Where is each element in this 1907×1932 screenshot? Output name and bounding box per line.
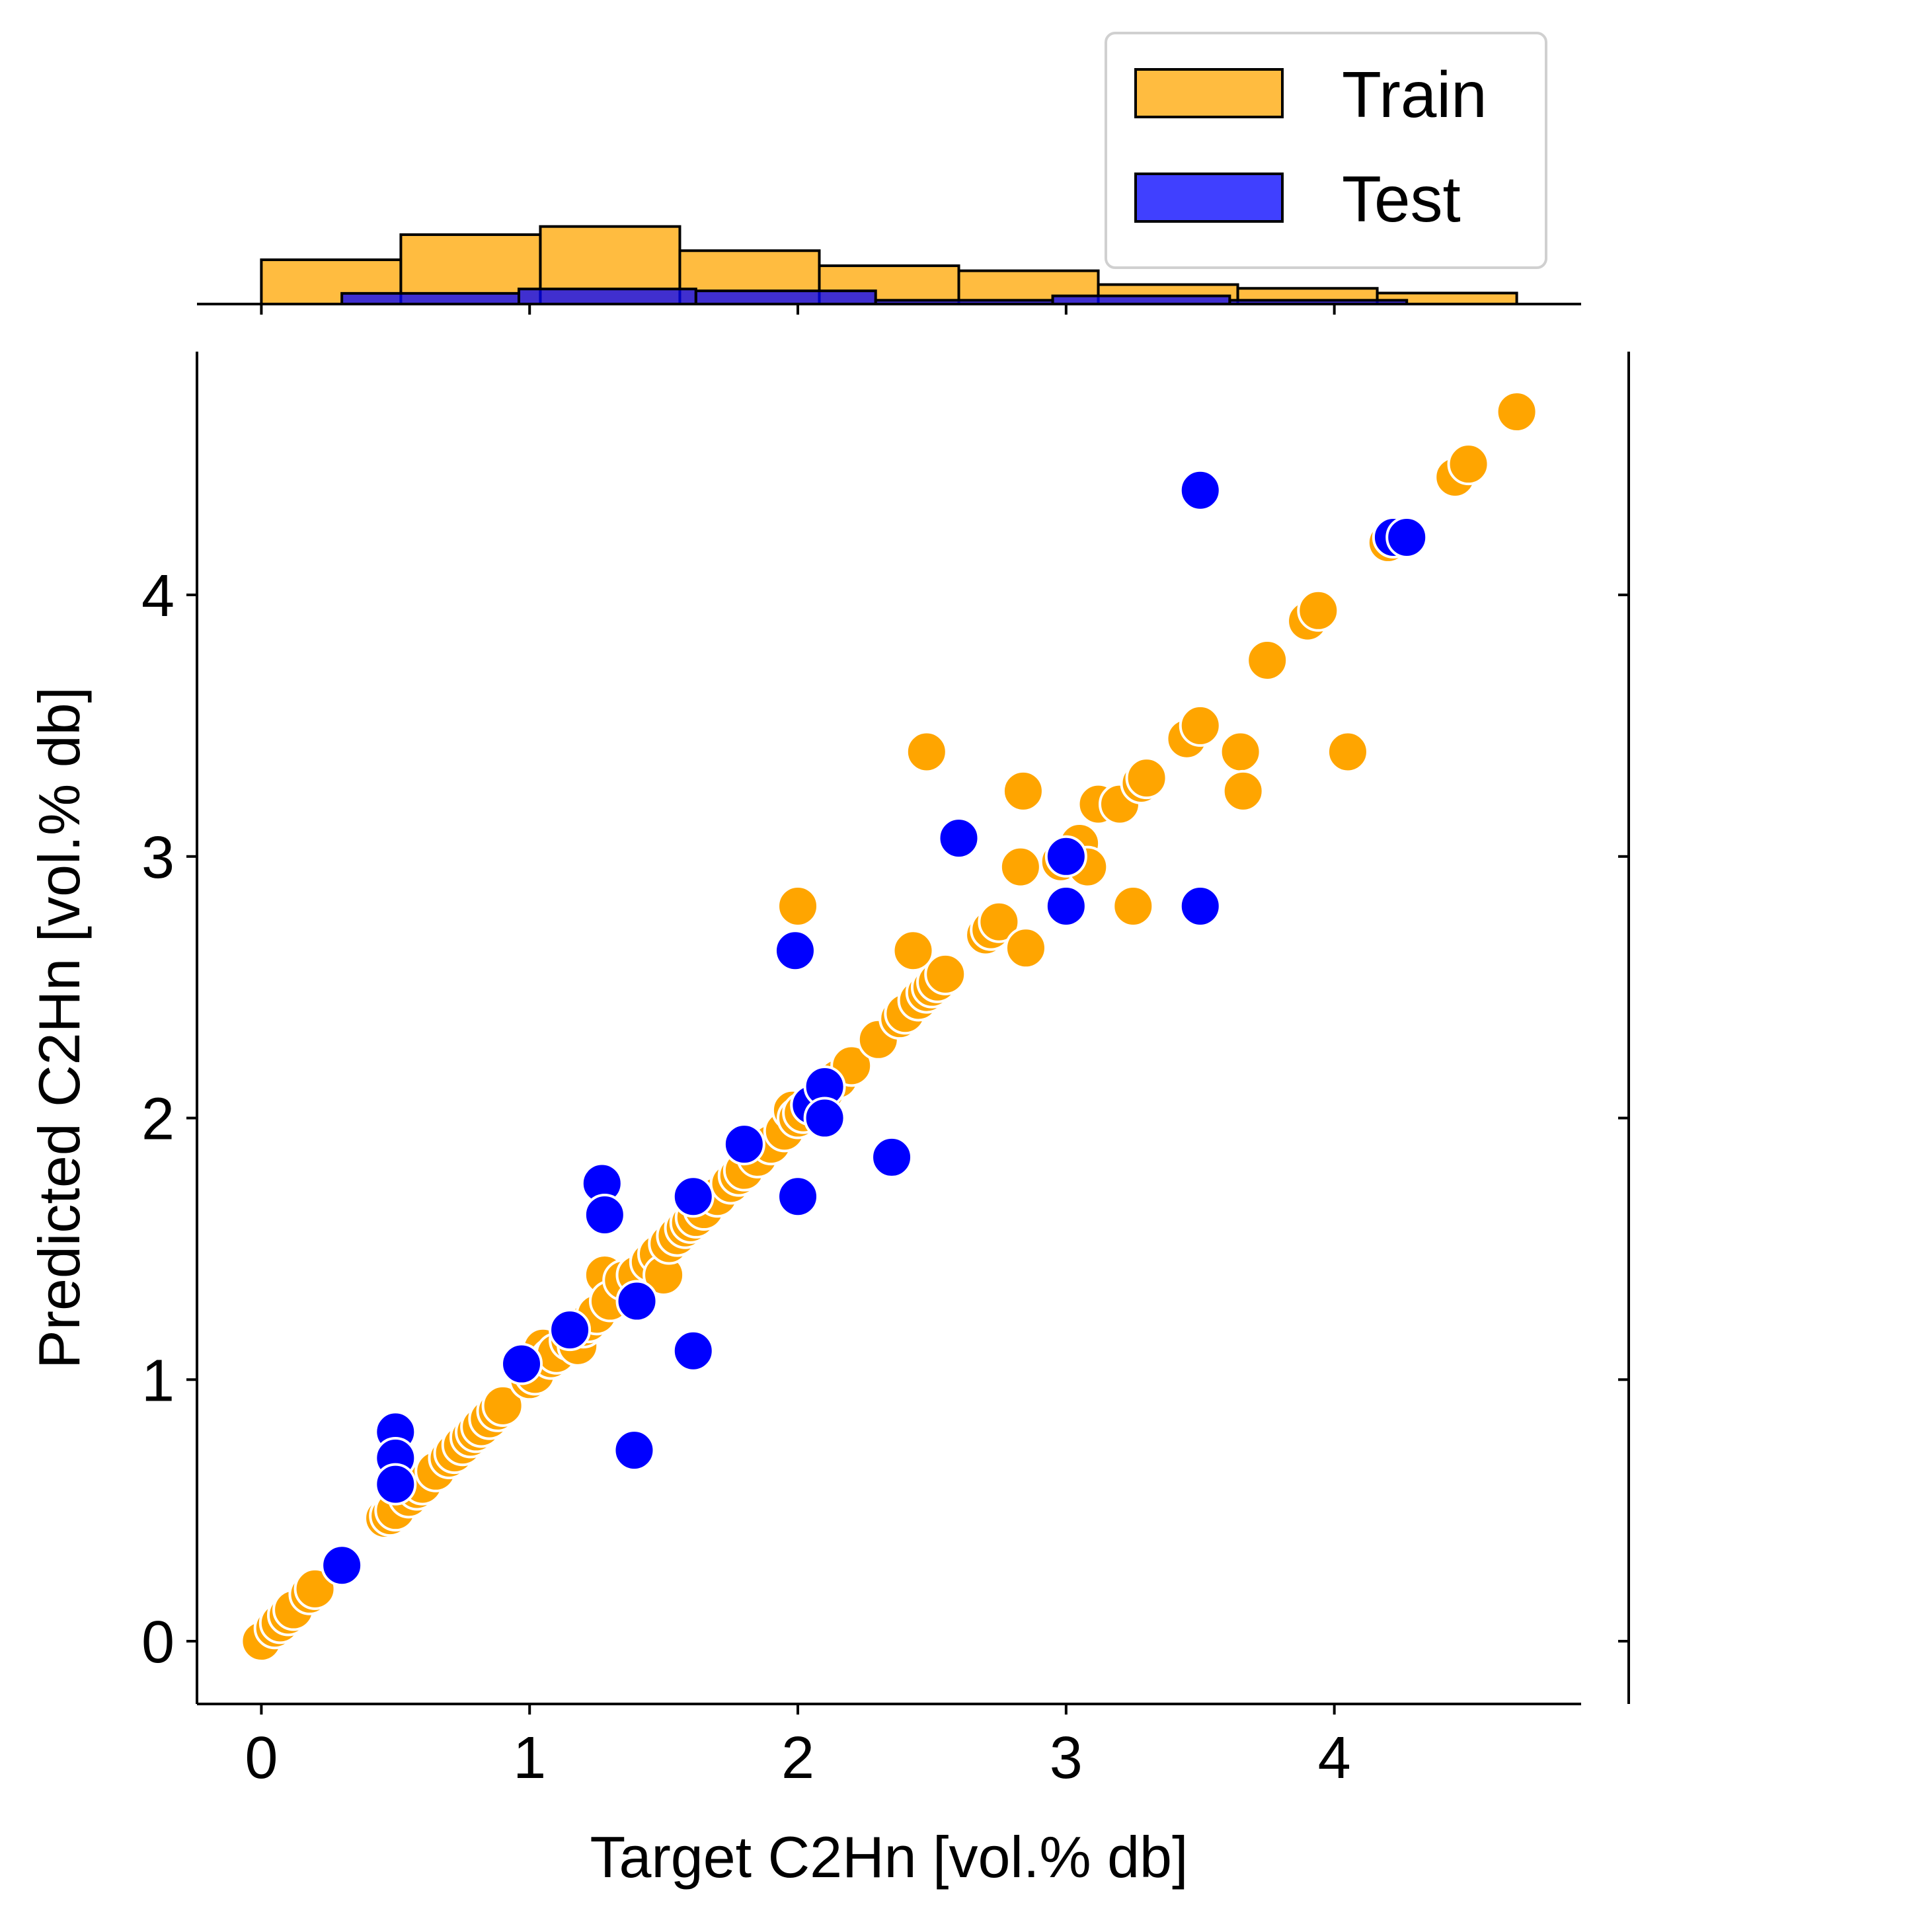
test-point — [1179, 884, 1222, 927]
test-point — [500, 1342, 543, 1385]
y-tick-label: 3 — [141, 825, 175, 891]
test-point — [615, 1280, 658, 1323]
test-point — [1179, 469, 1222, 512]
y-tick-label: 1 — [141, 1348, 175, 1414]
train-point — [293, 1567, 336, 1610]
test-point — [773, 929, 816, 972]
legend-swatch-train — [1134, 68, 1284, 118]
y-tick-label: 2 — [141, 1087, 175, 1153]
histogram-bar-test — [340, 291, 520, 306]
test-point — [583, 1193, 626, 1236]
train-point — [1004, 927, 1047, 970]
test-point — [549, 1309, 592, 1352]
test-point — [1385, 516, 1428, 559]
train-point — [1222, 769, 1265, 812]
train-point — [999, 845, 1042, 888]
train-point — [1326, 730, 1369, 773]
train-point — [1125, 757, 1168, 800]
test-point — [374, 1463, 417, 1506]
train-point — [924, 952, 967, 995]
train-point — [1112, 884, 1155, 927]
test-point — [1044, 884, 1087, 927]
train-point — [1001, 769, 1044, 812]
test-point — [1044, 835, 1087, 878]
train-point — [1179, 704, 1222, 747]
y-tick-label: 0 — [141, 1609, 175, 1676]
x-tick-label: 2 — [781, 1725, 814, 1791]
train-point — [481, 1384, 524, 1427]
train-point — [978, 900, 1021, 943]
x-tick-label: 3 — [1050, 1725, 1083, 1791]
train-point — [1447, 443, 1490, 486]
train-point — [1495, 391, 1538, 434]
legend-swatch-test — [1134, 173, 1284, 223]
x-axis-ticks: 0 1 2 3 4 — [245, 1704, 1351, 1791]
x-tick-label: 0 — [245, 1725, 278, 1791]
train-point — [1297, 589, 1340, 632]
train-point — [1219, 730, 1262, 773]
legend-label-train: Train — [1342, 58, 1487, 131]
test-point — [613, 1429, 656, 1472]
test-point — [777, 1175, 820, 1218]
y-axis-ticks: 0 1 2 3 4 — [141, 563, 197, 1676]
y-tick-label: 4 — [141, 563, 175, 629]
y-axis-title: Predicted C2Hn [vol.% db] — [26, 687, 92, 1369]
test-point — [722, 1123, 765, 1166]
test-point — [321, 1544, 364, 1587]
train-point — [1246, 638, 1289, 681]
train-point — [892, 929, 935, 972]
legend: Train Test — [1105, 32, 1547, 269]
test-point — [672, 1175, 715, 1218]
x-tick-label: 1 — [513, 1725, 546, 1791]
test-point — [803, 1097, 846, 1140]
scatter-axes: 0 1 2 3 4 0 1 2 3 4 — [141, 352, 1630, 1791]
train-points — [240, 391, 1538, 1663]
histogram-bar-test — [694, 290, 877, 305]
histogram-bar-test — [517, 288, 697, 306]
right-margin-ticks — [1618, 594, 1629, 1643]
marginal-histogram — [197, 225, 1581, 315]
legend-label-test: Test — [1342, 163, 1461, 235]
histogram-x-ticks — [260, 304, 1336, 315]
x-axis-title: Target C2Hn [vol.% db] — [590, 1824, 1188, 1890]
x-tick-label: 4 — [1318, 1725, 1351, 1791]
test-point — [871, 1136, 914, 1179]
train-point — [777, 884, 820, 927]
train-point — [905, 730, 948, 773]
test-point — [672, 1329, 715, 1372]
test-point — [937, 817, 980, 860]
test-points — [321, 469, 1428, 1587]
